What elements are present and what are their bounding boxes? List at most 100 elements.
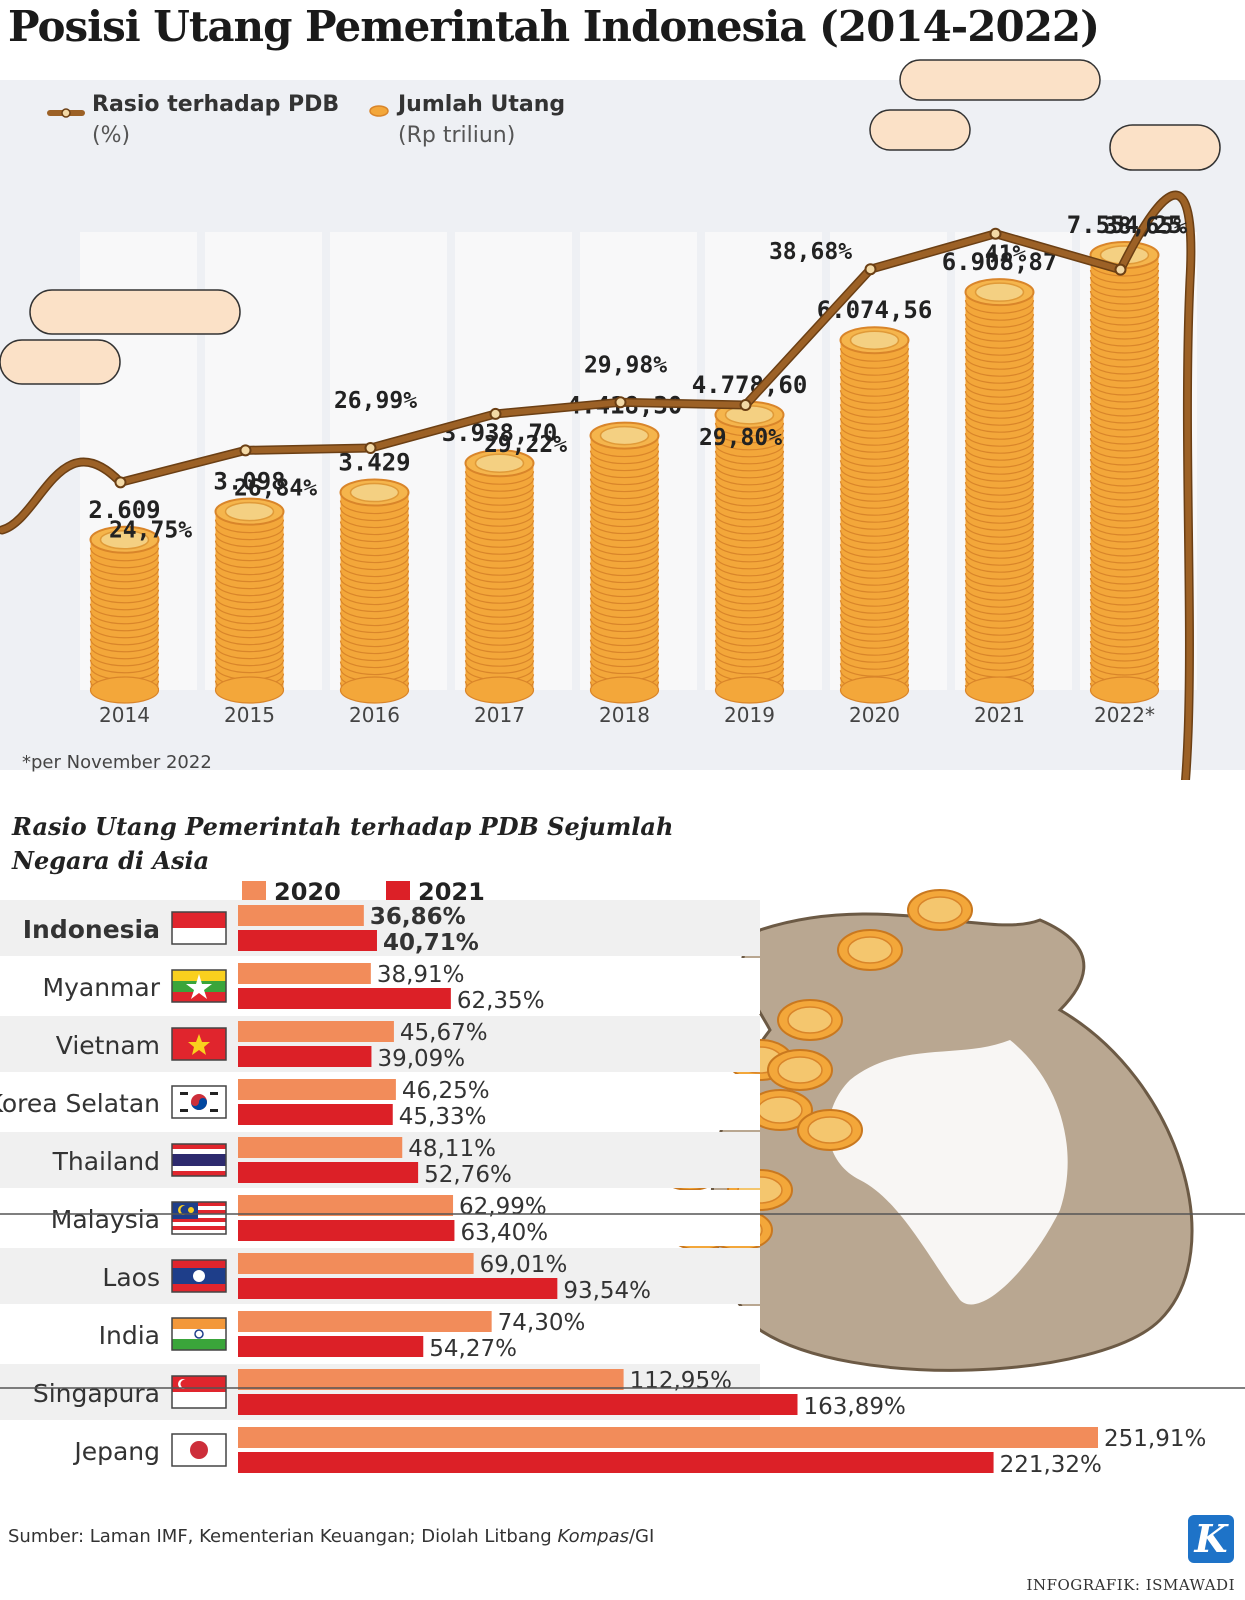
bar-2020 [238, 1253, 474, 1274]
country-label: Laos [102, 1263, 160, 1292]
ratio-point [614, 396, 627, 409]
legend-debt-unit: (Rp triliun) [398, 123, 516, 148]
year-tick-label: 2014 [99, 703, 150, 727]
kompas-logo: K [1188, 1515, 1234, 1563]
value-label-2020: 69,01% [480, 1252, 568, 1278]
bar-2020 [238, 963, 371, 984]
legend-ratio-unit: (%) [92, 123, 131, 148]
bar-2021 [238, 1394, 798, 1415]
ratio-point [114, 476, 127, 489]
bar-2021 [238, 988, 451, 1009]
coin-stack-bar [464, 449, 535, 704]
value-label-2020: 62,99% [459, 1194, 547, 1220]
country-label: Vietnam [56, 1031, 160, 1060]
value-label-2021: 221,32% [1000, 1452, 1102, 1478]
flag-icon [171, 969, 227, 1003]
debt-value-label: 2.609 [88, 496, 160, 524]
bar-2020 [238, 1369, 624, 1390]
coin-stack-bar [714, 400, 785, 704]
year-tick-label: 2019 [724, 703, 775, 727]
footnote: *per November 2022 [22, 752, 212, 773]
country-label: Jepang [72, 1437, 160, 1466]
hand-left-high [29, 289, 241, 335]
flag-icon [171, 1433, 227, 1467]
ratio-point [864, 263, 877, 276]
value-label-2021: 39,09% [377, 1046, 465, 1072]
flag-icon [171, 1259, 227, 1293]
country-label: Korea Selatan [0, 1089, 160, 1118]
flag-icon [171, 1027, 227, 1061]
year-tick-label: 2020 [849, 703, 900, 727]
debt-value-label: 3.429 [338, 449, 410, 477]
year-tick-label: 2017 [474, 703, 525, 727]
country-label: Malaysia [51, 1205, 160, 1234]
ratio-value-label: 38,65% [1104, 214, 1187, 240]
country-label: India [99, 1321, 160, 1350]
source-prefix: Sumber: Laman IMF, Kementerian Keuangan;… [8, 1526, 558, 1547]
ratio-point [364, 442, 377, 455]
ratio-value-label: 29,22% [484, 432, 567, 458]
legend-rope-icon [47, 108, 85, 118]
ratio-value-label: 29,98% [584, 352, 667, 378]
legend-ratio: Rasio terhadap PDB (%) [92, 92, 339, 148]
coin-stack-bar [964, 278, 1035, 704]
bar-2021 [238, 1046, 372, 1067]
ratio-value-label: 41% [985, 242, 1027, 268]
year-tick-label: 2022* [1094, 703, 1155, 727]
value-label-2021: 54,27% [429, 1336, 517, 1362]
ratio-value-label: 24,75% [109, 517, 192, 543]
flag-icon [171, 1317, 227, 1351]
ratio-point [239, 444, 252, 457]
bar-2021 [238, 1336, 424, 1357]
country-label: Thailand [52, 1147, 160, 1176]
ratio-point [489, 407, 502, 420]
coin-stack-bar [1089, 241, 1160, 704]
hand-right-c [1109, 124, 1221, 171]
legend-debt: Jumlah Utang (Rp triliun) [398, 92, 565, 148]
ratio-value-label: 26,99% [334, 388, 417, 414]
debt-value-label: 7.554,25 [1067, 211, 1183, 239]
value-label-2021: 45,33% [399, 1104, 487, 1130]
country-label: Myanmar [43, 973, 161, 1002]
value-label-2020: 45,67% [400, 1020, 488, 1046]
ratio-value-label: 29,80% [699, 425, 782, 451]
year-tick-label: 2015 [224, 703, 275, 727]
value-label-2020: 48,11% [408, 1136, 496, 1162]
coin-stack-bar [214, 497, 285, 704]
ratio-point [739, 399, 752, 412]
value-label-2021: 40,71% [383, 930, 479, 956]
legend-coin-icon [369, 105, 389, 117]
ratio-value-label: 26,84% [234, 475, 317, 501]
hand-left-low [0, 339, 121, 385]
hand-right-a [869, 109, 971, 151]
bar-2021 [238, 1452, 994, 1473]
legend-2020-swatch [242, 881, 266, 903]
bar-2020 [238, 1311, 492, 1332]
bar-2021 [238, 1278, 558, 1299]
coin-stack-bar [589, 421, 660, 704]
year-tick-label: 2021 [974, 703, 1025, 727]
country-label: Singapura [33, 1379, 160, 1408]
coin-stack-bar [339, 478, 410, 704]
debt-chart: 2.60920143.09820153.42920163.938,7020174… [0, 59, 1221, 780]
asia-chart-title: Rasio Utang Pemerintah terhadap PDB Seju… [12, 812, 674, 875]
source-suffix: /GI [628, 1526, 655, 1547]
flag-icon [171, 1375, 227, 1409]
bar-2021 [238, 1162, 419, 1183]
flag-icon [171, 1201, 227, 1235]
year-tick-label: 2016 [349, 703, 400, 727]
bar-2020 [238, 1195, 454, 1216]
coin-stack-bar [839, 326, 910, 704]
legend-2021-swatch [386, 881, 410, 903]
value-label-2021: 93,54% [563, 1278, 651, 1304]
asia-map-shape [828, 1040, 1068, 1305]
value-label-2020: 36,86% [370, 904, 466, 930]
bar-2020 [238, 1021, 394, 1042]
value-label-2021: 62,35% [457, 988, 545, 1014]
bar-2021 [238, 930, 377, 951]
coin-stack-bar [89, 525, 160, 704]
bar-2020 [238, 1079, 396, 1100]
page-title: Posisi Utang Pemerintah Indonesia (2014-… [8, 2, 1100, 51]
debt-value-label: 3.098 [213, 468, 285, 496]
